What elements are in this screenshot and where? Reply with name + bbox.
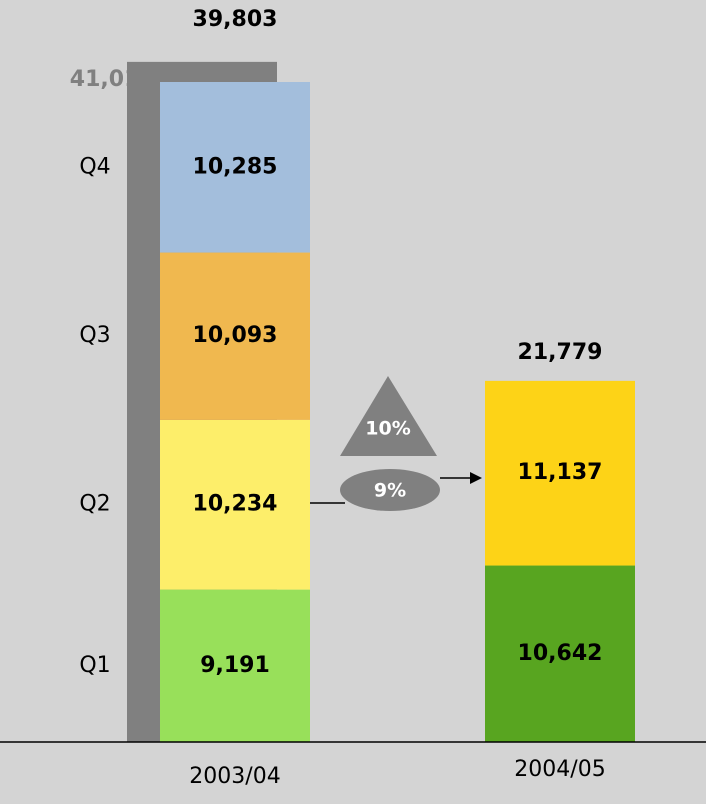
category-label: 2004/05 — [514, 757, 605, 782]
bar-segment — [160, 252, 310, 420]
category-label: 2003/04 — [189, 764, 280, 789]
value-label: 11,137 — [518, 460, 603, 485]
arrow-head — [470, 472, 482, 484]
value-label: 10,642 — [518, 641, 603, 666]
value-label: 10,234 — [193, 492, 278, 517]
bar-segment — [160, 82, 310, 253]
value-label: 10,093 — [193, 323, 278, 348]
total-label: 39,803 — [193, 7, 278, 32]
series-label: Q4 — [79, 154, 110, 179]
bar-segment — [160, 419, 310, 590]
value-label: 10,285 — [193, 154, 278, 179]
reference-label: 41,017* — [70, 67, 167, 92]
series-label: Q3 — [79, 323, 110, 348]
bar-segment — [485, 565, 635, 742]
value-label: 9,191 — [200, 653, 270, 678]
growth-ellipse — [340, 469, 440, 511]
series-label: Q2 — [79, 492, 110, 517]
growth-triangle — [340, 376, 437, 456]
bar-segment — [485, 380, 635, 566]
total-label: 21,779 — [518, 340, 603, 365]
annotation: 10% — [365, 418, 410, 440]
bar-segment — [160, 589, 310, 742]
series-label: Q1 — [79, 653, 110, 678]
annotation: 9% — [374, 480, 406, 502]
